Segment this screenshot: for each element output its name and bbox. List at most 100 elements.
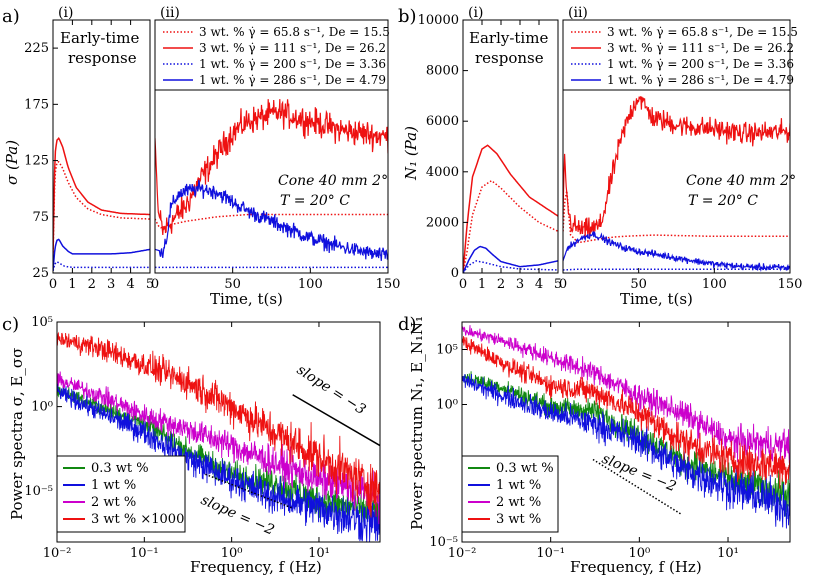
y-axis-label-b: N₁ (Pa) [402,126,420,181]
series-line-b-ii-1 [563,96,790,238]
y-tick-label-b-i: 10000 [418,13,459,28]
x-tick-label-b-i: 2 [497,277,505,292]
x-tick-label-d: 10⁰ [628,546,650,561]
y-tick-label-a-i: 225 [24,41,49,56]
early-time-label-a-line1: Early-time [60,29,139,47]
legend-label-layer-a-2: 1 wt. % γ̇ = 200 s⁻¹, De = 3.36 [199,57,386,71]
series-line-b-i-2 [463,260,558,273]
slope-line-c-0 [292,394,381,447]
temperature-annotation-a: T = 20° C [280,193,350,209]
x-tick-label-a-i: 5 [146,277,154,292]
panel-d: 10⁻² 10⁻¹ 10⁰ 10¹ 10⁻⁵ 10⁰ 10⁵ 0.3 wt % 1 wt % 2 … [429,321,791,561]
cone-annotation-a: Cone 40 mm 2° [278,173,388,189]
series-line-a-i-2 [53,260,150,271]
plot-frame-a-i [52,19,151,274]
legend-label-layer-b-0: 3 wt. % γ̇ = 65.8 s⁻¹, De = 15.5 [607,25,798,39]
series-group-a-i [53,137,150,271]
series-line-b-i-3 [463,245,558,273]
panel-c: 10⁻² 10⁻¹ 10⁰ 10¹ 10⁻⁵ 10⁰ 10⁵ 0.3 wt % 1 wt % 2 … [24,315,381,561]
subpanel-label-b-i: (i) [468,5,483,21]
x-tick-label-d: 10⁻² [448,546,477,561]
panel-letter-a: a) [2,6,20,27]
y-tick-label-d: 10⁰ [436,398,458,413]
x-tick-label-b-i: 3 [516,277,524,292]
plot-frame-c [56,321,381,543]
x-tick-label-a-i: 3 [107,277,115,292]
y-tick-label-d: 10⁻⁵ [429,535,458,550]
x-tick-label-d: 10⁻¹ [536,546,565,561]
x-tick-label-b-i: 0 [459,277,467,292]
plot-frame-b-i [462,19,559,274]
x-tick-label-b-ii: 0 [559,277,567,292]
y-tick-label-b-i: 0 [451,266,459,281]
y-tick-label-b-i: 8000 [426,64,459,79]
legend-label-layer-a-0: 3 wt. % γ̇ = 65.8 s⁻¹, De = 15.5 [199,25,390,39]
x-tick-label-c: 10⁰ [221,546,243,561]
series-line-d-3 [462,336,790,489]
x-tick-label-b-i: 5 [554,277,562,292]
panel-letter-c: c) [2,314,19,335]
x-tick-label-a-i: 4 [126,277,134,292]
series-group-c [57,331,380,542]
x-tick-label-c: 10⁻¹ [130,546,159,561]
series-line-a-i-3 [53,238,150,271]
legend-label-layer-a-3: 1 wt. % γ̇ = 286 s⁻¹, De = 4.79 [199,73,386,87]
slope-line-c-1 [205,473,293,509]
series-group-b-i [463,144,558,273]
y-axis-label-d: Power spectrum N₁, E_N₁N₁ [408,316,426,530]
legend-label-layer-d-1: 1 wt % [496,478,541,493]
y-tick-label-a-i: 25 [32,266,49,281]
early-time-label-a-line2: response [68,49,137,67]
plot-frame-d [461,321,791,543]
legend-label-layer-b-1: 3 wt. % γ̇ = 111 s⁻¹, De = 26.2 [607,41,794,55]
temperature-annotation-b: T = 20° C [688,193,758,209]
series-line-c-2 [57,371,380,525]
legend-box-layer-b [562,19,791,91]
x-tick-label-b-ii: 50 [630,277,647,292]
series-line-a-i-0 [53,160,150,257]
y-axis-label-a: σ (Pa) [3,140,21,185]
legend-label-layer-d-2: 2 wt % [496,495,541,510]
y-tick-label-b-i: 2000 [426,215,459,230]
early-time-label-b-line1: Early-time [469,29,548,47]
x-tick-label-b-i: 1 [478,277,486,292]
x-tick-label-a-i: 2 [88,277,96,292]
series-line-c-3 [57,331,380,518]
x-axis-label-c: Frequency, f (Hz) [190,558,322,576]
legend-label-layer-b-2: 1 wt. % γ̇ = 200 s⁻¹, De = 3.36 [607,57,794,71]
subpanel-label-a-i: (i) [58,5,73,21]
slope-label-c-minus3: slope = −3 [294,362,369,418]
series-line-d-2 [462,325,790,468]
legend-label-layer-d-0: 0.3 wt % [496,461,554,476]
subpanel-label-a-ii: (ii) [160,5,180,21]
legend-label-layer-c-3: 3 wt % ×1000 [91,512,184,527]
series-line-a-ii-3 [155,179,388,261]
series-line-a-ii-0 [155,213,388,229]
y-tick-label-a-i: 75 [32,210,49,225]
x-tick-label-a-ii: 0 [151,277,159,292]
series-line-b-i-0 [463,179,558,273]
series-line-b-ii-3 [563,231,790,273]
x-axis-label-a: Time, t(s) [210,290,283,308]
legend-label-layer-c-2: 2 wt % [91,495,136,510]
legend-box-layer-a [154,19,389,91]
x-tick-label-c: 10⁻² [43,546,72,561]
legend-label-layer-c-1: 1 wt % [91,478,136,493]
x-axis-label-d: Frequency, f (Hz) [570,558,702,576]
series-line-d-1 [462,373,790,529]
legend-label-layer-b-3: 1 wt. % γ̇ = 286 s⁻¹, De = 4.79 [607,73,794,87]
y-tick-label-d: 10⁵ [436,343,458,358]
series-group-a-ii [155,99,388,269]
series-group-b-ii [563,96,790,273]
legend-label-layer-c-0: 0.3 wt % [91,461,149,476]
y-tick-label-c: 10⁵ [31,315,53,330]
early-time-label-b-line2: response [475,49,544,67]
x-tick-label-a-ii: 50 [224,277,241,292]
y-tick-label-a-i: 125 [24,154,49,169]
x-axis-label-b: Time, t(s) [620,290,693,308]
x-tick-label-a-ii: 100 [298,277,323,292]
x-tick-label-b-ii: 150 [778,277,803,292]
